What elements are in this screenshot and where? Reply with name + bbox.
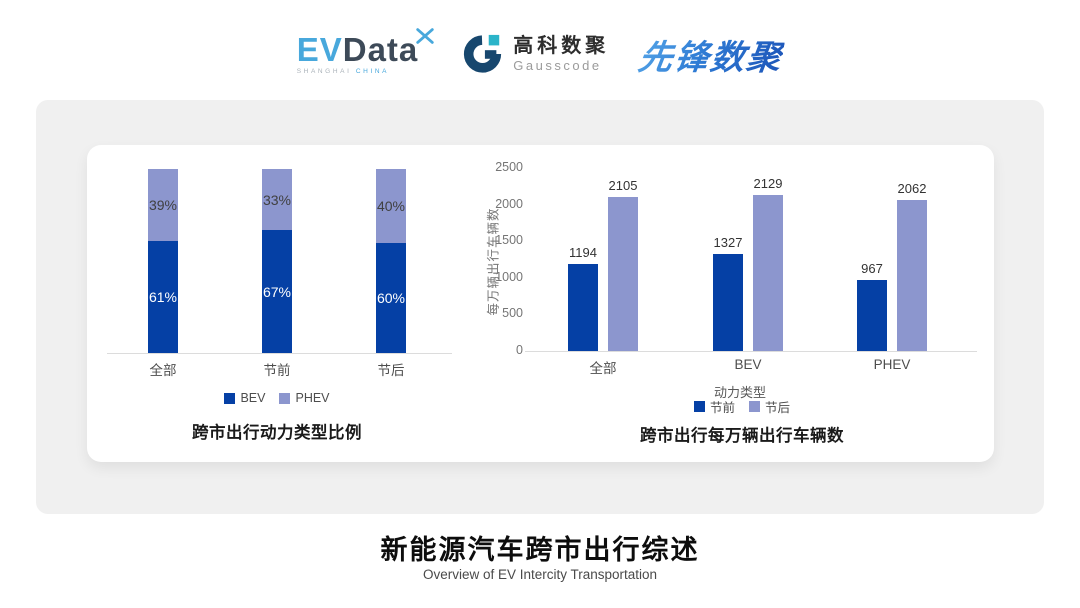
bar-value-label: 2105 <box>608 178 638 193</box>
y-tick-label: 500 <box>502 306 523 321</box>
header-logo-bar: EVData SHANGHAI CHINA 高科数聚 Gaussco <box>0 22 1080 86</box>
bar-value-label: 2062 <box>897 181 927 196</box>
gausscode-g-icon <box>462 33 504 75</box>
category-label: BEV <box>734 357 762 372</box>
bar-节后 <box>608 197 638 351</box>
evdata-subtext: SHANGHAI CHINA <box>297 68 419 75</box>
legend-label: 节后 <box>765 401 791 415</box>
evdata-shanghai-text: SHANGHAI <box>296 68 352 75</box>
legend-label: BEV <box>240 391 266 405</box>
volume-chart-legend: 节前 节后 <box>527 397 957 416</box>
evdata-china-text: CHINA <box>355 68 390 75</box>
evdata-data-text: Data <box>342 31 419 68</box>
legend-swatch <box>224 392 236 404</box>
charts-panel: 61% 39% 全部 67% 33% 节前 60% 40% 节后 BEV PHEV 跨市出行动力类… <box>87 145 994 462</box>
bar-value-label: 2129 <box>753 176 783 191</box>
bar-节前 <box>713 254 743 351</box>
y-tick-label: 2500 <box>495 160 523 174</box>
volume-chart-x-axis-label: 动力类型 <box>713 385 766 400</box>
gausscode-en-name: Gausscode <box>513 58 602 73</box>
legend-item: 节后 <box>749 397 790 416</box>
bar-节后 <box>753 195 783 351</box>
bar-value-label: 967 <box>861 261 883 276</box>
y-tick-label: 1000 <box>495 269 523 284</box>
bar-segment-label: 39% <box>148 197 178 213</box>
page-subtitle: Overview of EV Intercity Transportation <box>422 567 658 582</box>
volume-chart-baseline <box>525 351 977 352</box>
pioneer-logo: 先锋数聚 <box>636 30 787 79</box>
legend-item: BEV <box>224 391 265 405</box>
page-title: 新能源汽车跨市出行综述 <box>380 535 700 565</box>
evdata-wordmark: EVData <box>297 33 419 67</box>
bar-segment-bev: 61% <box>148 241 178 353</box>
legend-label: PHEV <box>295 391 330 405</box>
gausscode-cn-name: 高科数聚 <box>513 35 610 57</box>
bar-segment-bev: 60% <box>376 243 406 353</box>
bar-segment-phev: 40% <box>376 169 406 243</box>
evdata-x-icon <box>414 25 436 47</box>
bar-segment-label: 67% <box>262 283 292 300</box>
category-label: 全部 <box>149 363 177 378</box>
y-tick-label: 2000 <box>495 196 523 211</box>
category-label: 节前 <box>263 363 291 378</box>
bar-segment-bev: 67% <box>262 230 292 353</box>
bar-节前 <box>568 264 598 351</box>
evdata-logo: EVData SHANGHAI CHINA <box>297 28 434 75</box>
gausscode-logo: 高科数聚 Gausscode <box>462 33 609 75</box>
legend-swatch <box>749 401 760 412</box>
y-tick-label: 0 <box>516 343 523 357</box>
y-tick-label: 1500 <box>495 233 523 248</box>
power-type-chart-title: 跨市出行动力类型比例 <box>192 424 362 442</box>
bar-节前 <box>857 280 887 351</box>
power-type-chart-legend: BEV PHEV <box>87 391 467 405</box>
category-label: 全部 <box>589 361 617 376</box>
evdata-ev-text: EV <box>296 31 343 68</box>
bar-value-label: 1194 <box>569 245 597 260</box>
bar-segment-phev: 33% <box>262 169 292 230</box>
bar-segment-label: 61% <box>148 289 178 305</box>
category-label: PHEV <box>873 357 911 372</box>
legend-label: 节前 <box>709 401 735 415</box>
bar-segment-label: 33% <box>262 191 292 208</box>
legend-item: 节前 <box>693 397 735 416</box>
legend-item: PHEV <box>279 391 330 405</box>
power-type-chart-baseline <box>107 353 452 354</box>
bar-segment-label: 40% <box>376 198 406 214</box>
legend-swatch <box>693 401 705 412</box>
gausscode-text-block: 高科数聚 Gausscode <box>513 35 609 73</box>
bar-segment-label: 60% <box>376 290 406 306</box>
bar-value-label: 1327 <box>713 235 743 250</box>
bar-segment-phev: 39% <box>148 169 178 241</box>
legend-swatch <box>279 392 291 404</box>
category-label: 节后 <box>377 363 405 378</box>
volume-chart-title: 跨市出行每万辆出行车辆数 <box>640 427 844 445</box>
bar-节后 <box>897 200 927 351</box>
